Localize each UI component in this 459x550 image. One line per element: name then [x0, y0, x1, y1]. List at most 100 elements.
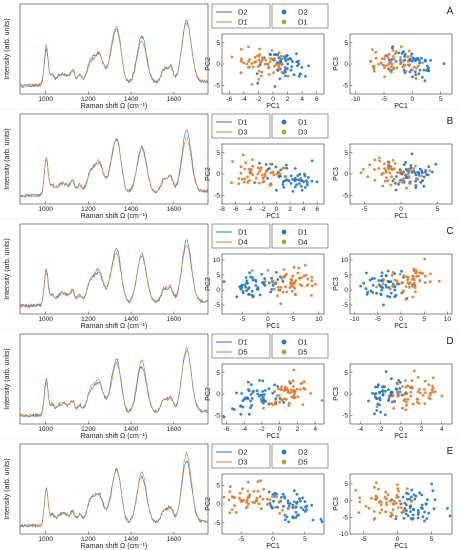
pca-pc1-pc3-point	[406, 59, 410, 63]
pca-pc1-pc3-point	[393, 162, 397, 165]
pca-pc1-pc2-point	[240, 57, 243, 61]
pca-pc1-pc2-point	[281, 290, 285, 294]
pca-pc1-pc3-point	[425, 173, 429, 176]
pca-pc1-pc3-point	[380, 57, 384, 61]
pca-pc1-pc2-point	[222, 495, 226, 499]
pca-pc1-pc3-point	[417, 402, 421, 405]
pca-pc1-pc3-point	[384, 490, 388, 494]
pca-pc1-pc2-point	[299, 72, 302, 76]
pca-pc1-pc2-point	[277, 56, 281, 59]
x-axis-label: PC1	[266, 103, 280, 110]
pca-pc1-pc3-point	[403, 55, 407, 58]
pca-pc1-pc2-point	[293, 389, 296, 392]
scatter-legend	[271, 113, 329, 139]
pca-pc1-pc2-point	[258, 161, 261, 165]
pca-pc1-pc3-point	[384, 510, 387, 514]
pca-pc1-pc3-point	[448, 514, 452, 518]
pca-pc1-pc2-point	[287, 401, 291, 405]
pca-pc1-pc2-point	[250, 62, 254, 65]
pca-pc1-pc3-point	[402, 399, 406, 403]
pca-pc1-pc3-point	[396, 394, 400, 398]
pca-pc1-pc2-point	[291, 379, 295, 383]
pca-pc1-pc2-point	[268, 56, 272, 60]
pca-pc1-pc2-point	[267, 66, 270, 70]
pca-pc1-pc3-point	[416, 509, 420, 512]
pca-pc1-pc3-point	[437, 279, 441, 283]
pca-pc1-pc3-point	[410, 379, 414, 383]
pca-pc1-pc3-point	[383, 167, 386, 171]
pca-pc1-pc2-point	[282, 504, 285, 508]
pca-pc1-pc3-point	[401, 385, 404, 388]
y-tick-label: 5	[216, 482, 220, 489]
pca-pc1-pc3-point	[409, 510, 412, 513]
pca-pc1-pc3-point	[378, 156, 381, 160]
pca-pc1-pc2-point	[242, 61, 245, 65]
pca-pc1-pc3-point	[433, 498, 437, 501]
pca-pc1-pc2-point	[243, 283, 247, 287]
pca-pc1-pc2-point	[283, 513, 287, 517]
pca-pc1-pc2-point	[255, 72, 259, 76]
pca-pc1-pc3-point	[411, 295, 415, 299]
pca-pc1-pc2-point	[299, 185, 303, 188]
pca-pc1-pc3-point	[418, 491, 422, 495]
pca-pc1-pc2-point	[233, 504, 236, 508]
pca-pc1-pc3-point	[422, 175, 426, 179]
x-tick-label: 1400	[124, 536, 139, 543]
x-tick-label: -4	[357, 426, 363, 433]
pca-pc1-pc2-point	[287, 179, 291, 183]
pca-pc1-pc3-point	[418, 167, 422, 171]
spectrum-line-blue	[19, 239, 209, 309]
pca-pc1-pc2-point	[256, 166, 260, 170]
pca-pc1-pc2-point	[247, 292, 250, 296]
y-tick-label: 0	[216, 501, 220, 508]
pca-pc1-pc3-point	[428, 280, 432, 284]
x-tick-label: -10	[350, 316, 360, 323]
y-tick-label: 5	[344, 40, 348, 47]
pca-pc1-pc3-point	[409, 164, 413, 167]
pca-pc1-pc2-point	[280, 57, 283, 61]
pca-pc1-pc3-point	[408, 182, 412, 185]
pca-pc1-pc2-point	[273, 85, 277, 88]
pca-pc1-pc3-point	[411, 402, 415, 406]
x-tick-label: 2	[286, 96, 290, 103]
pca-pc1-pc2-point	[311, 518, 315, 522]
pca-pc1-pc3-point	[397, 181, 401, 185]
pca-pc1-pc2-point	[250, 289, 254, 293]
pca-pc1-pc2-point	[254, 284, 258, 287]
legend-label: D4	[238, 238, 248, 247]
y-axis-label: Intensity (arb. units)	[4, 458, 11, 519]
pca-pc1-pc3-point	[405, 392, 409, 395]
pca-pc1-pc3-point	[378, 391, 381, 395]
pca-pc1-pc2-point	[280, 62, 283, 66]
pca-pc1-pc3-point	[382, 303, 385, 307]
pca-pc1-pc2-point	[284, 285, 287, 289]
x-tick-label: 1200	[81, 316, 96, 323]
y-axis-label: Intensity (arb. units)	[4, 18, 11, 79]
legend-label: D1	[238, 228, 248, 237]
pca-pc1-pc3-point	[414, 77, 418, 80]
pca-pc1-pc3-point	[408, 286, 411, 289]
pca-pc1-pc2-point	[287, 506, 291, 509]
pca-pc1-pc2-point	[259, 74, 263, 78]
pca-pc1-pc3-point	[403, 501, 407, 505]
pca-pc1-pc3-point	[394, 514, 398, 518]
pca-pc1-pc3-point	[389, 515, 393, 518]
pca-pc1-pc2-point	[274, 63, 278, 66]
spectrum-line-blue	[19, 129, 209, 198]
pca-pc1-pc3-point	[405, 275, 408, 279]
pca-pc1-pc2-point	[288, 286, 292, 289]
pca-pc1-pc3-point	[424, 169, 428, 172]
pca-pc1-pc2-point	[310, 503, 314, 507]
pca-pc1-pc2-point	[255, 389, 259, 393]
pca-pc1-pc2-point	[266, 62, 270, 66]
pca-pc1-pc3-point	[409, 390, 413, 394]
legend-dot	[281, 229, 287, 235]
pca-pc1-pc3-point	[423, 274, 427, 278]
pca-pc1-pc3-point	[429, 58, 432, 62]
x-tick-label: -5	[238, 536, 244, 543]
x-tick-label: 6	[315, 206, 319, 213]
legend-label: D1	[298, 338, 308, 347]
x-tick-label: -4	[241, 96, 247, 103]
pca-pc1-pc3-point	[411, 56, 415, 60]
pca-pc1-pc3-point	[419, 181, 423, 184]
